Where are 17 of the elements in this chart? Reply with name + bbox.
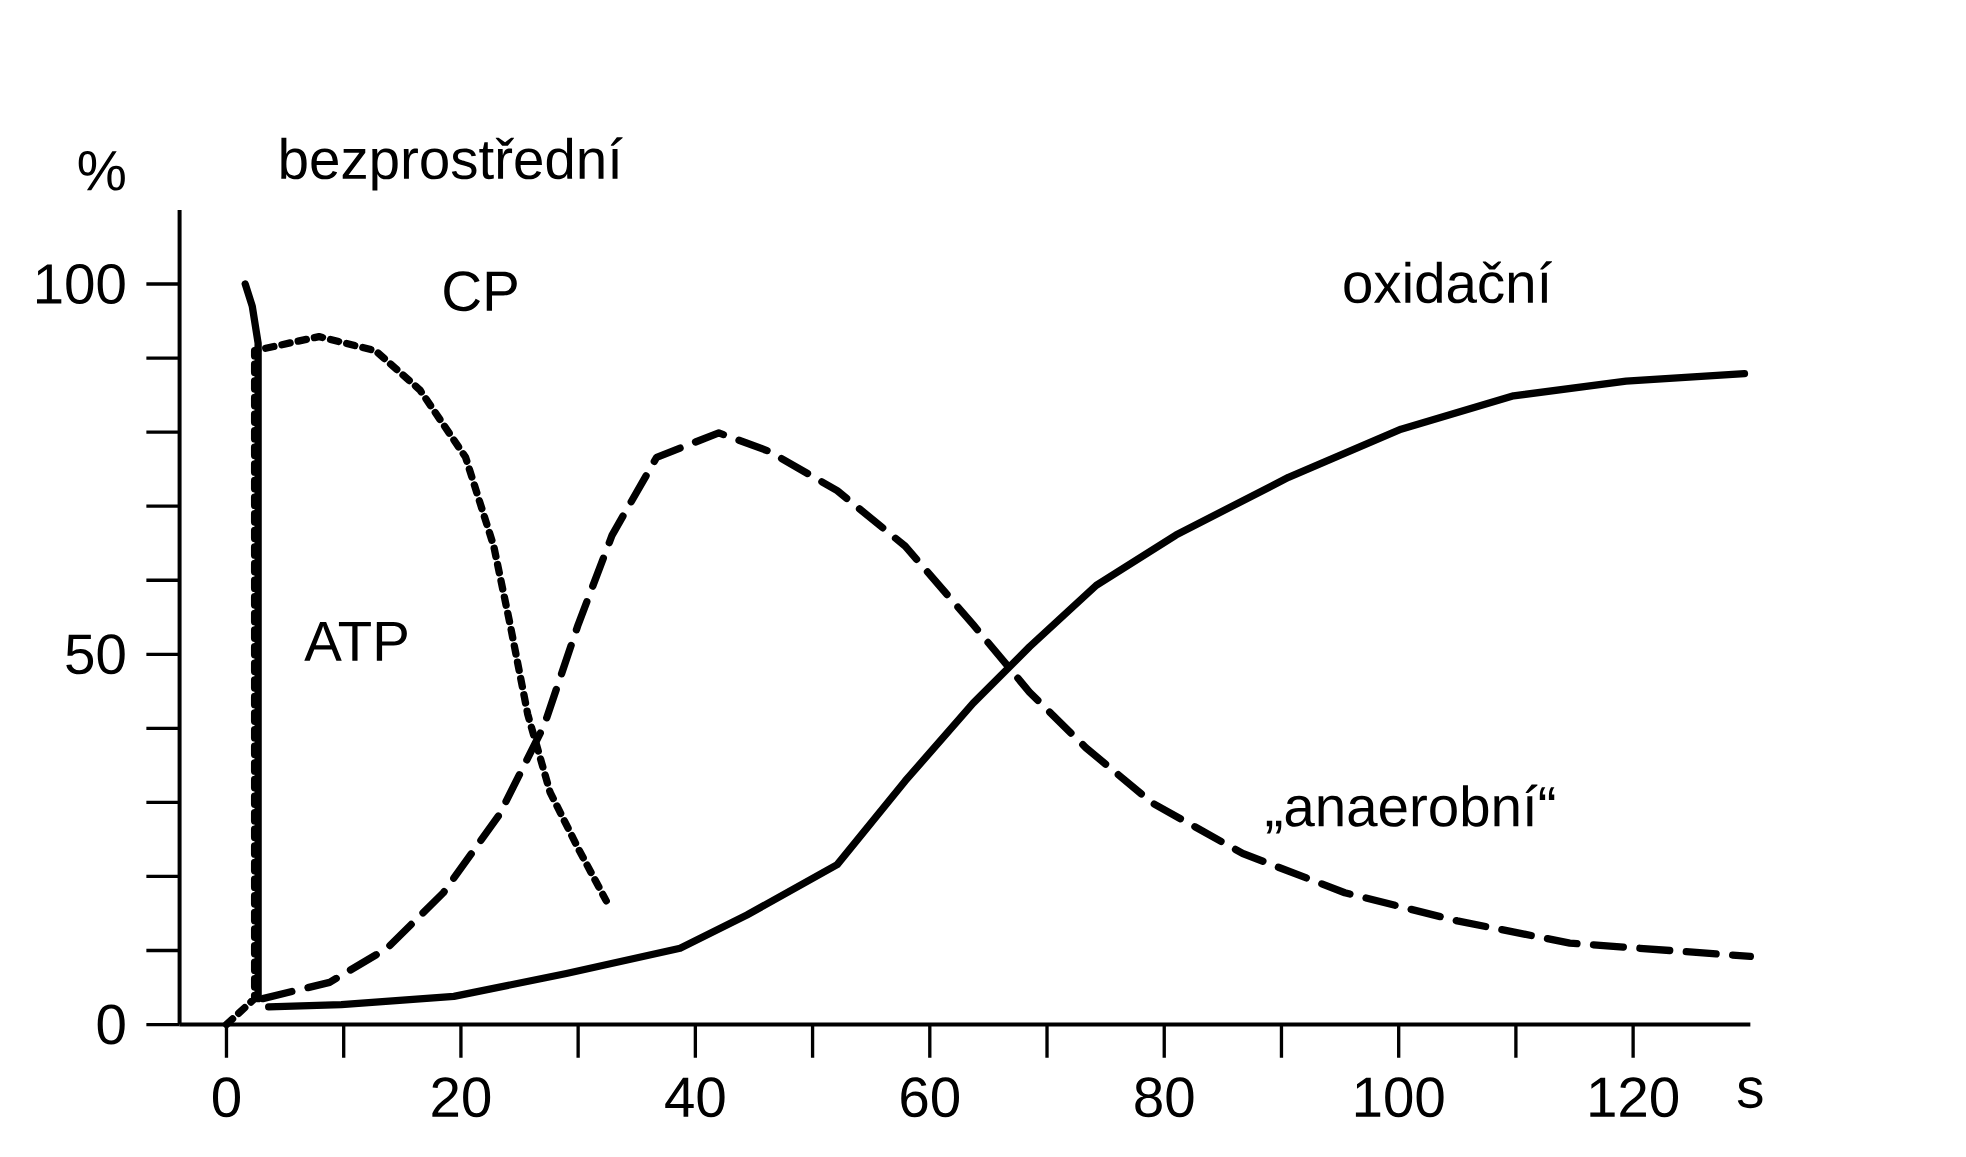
x-tick-label: 120	[1590, 1077, 1679, 1118]
x-tick-label: 100	[1355, 1077, 1444, 1118]
x-tick-label: 40	[665, 1077, 725, 1118]
x-axis-title: s	[1737, 1077, 1763, 1109]
x-tick-label: 0	[212, 1077, 240, 1118]
x-tick-label: 80	[1135, 1077, 1194, 1118]
series-label: CP	[444, 271, 517, 312]
y-tick-label: 100	[36, 264, 125, 305]
legend-label: ATP	[304, 621, 407, 661]
series-label: oxidační	[1344, 261, 1552, 304]
x-tick-label: 20	[432, 1077, 491, 1118]
x-tick-label: 60	[901, 1077, 960, 1118]
text: bezprostřední	[281, 137, 623, 191]
series-label: „anaerobní“	[1266, 784, 1555, 834]
y-tick-label: 0	[97, 1004, 125, 1045]
y-axis-title: %	[78, 151, 125, 191]
y-tick-label: 50	[66, 634, 125, 675]
